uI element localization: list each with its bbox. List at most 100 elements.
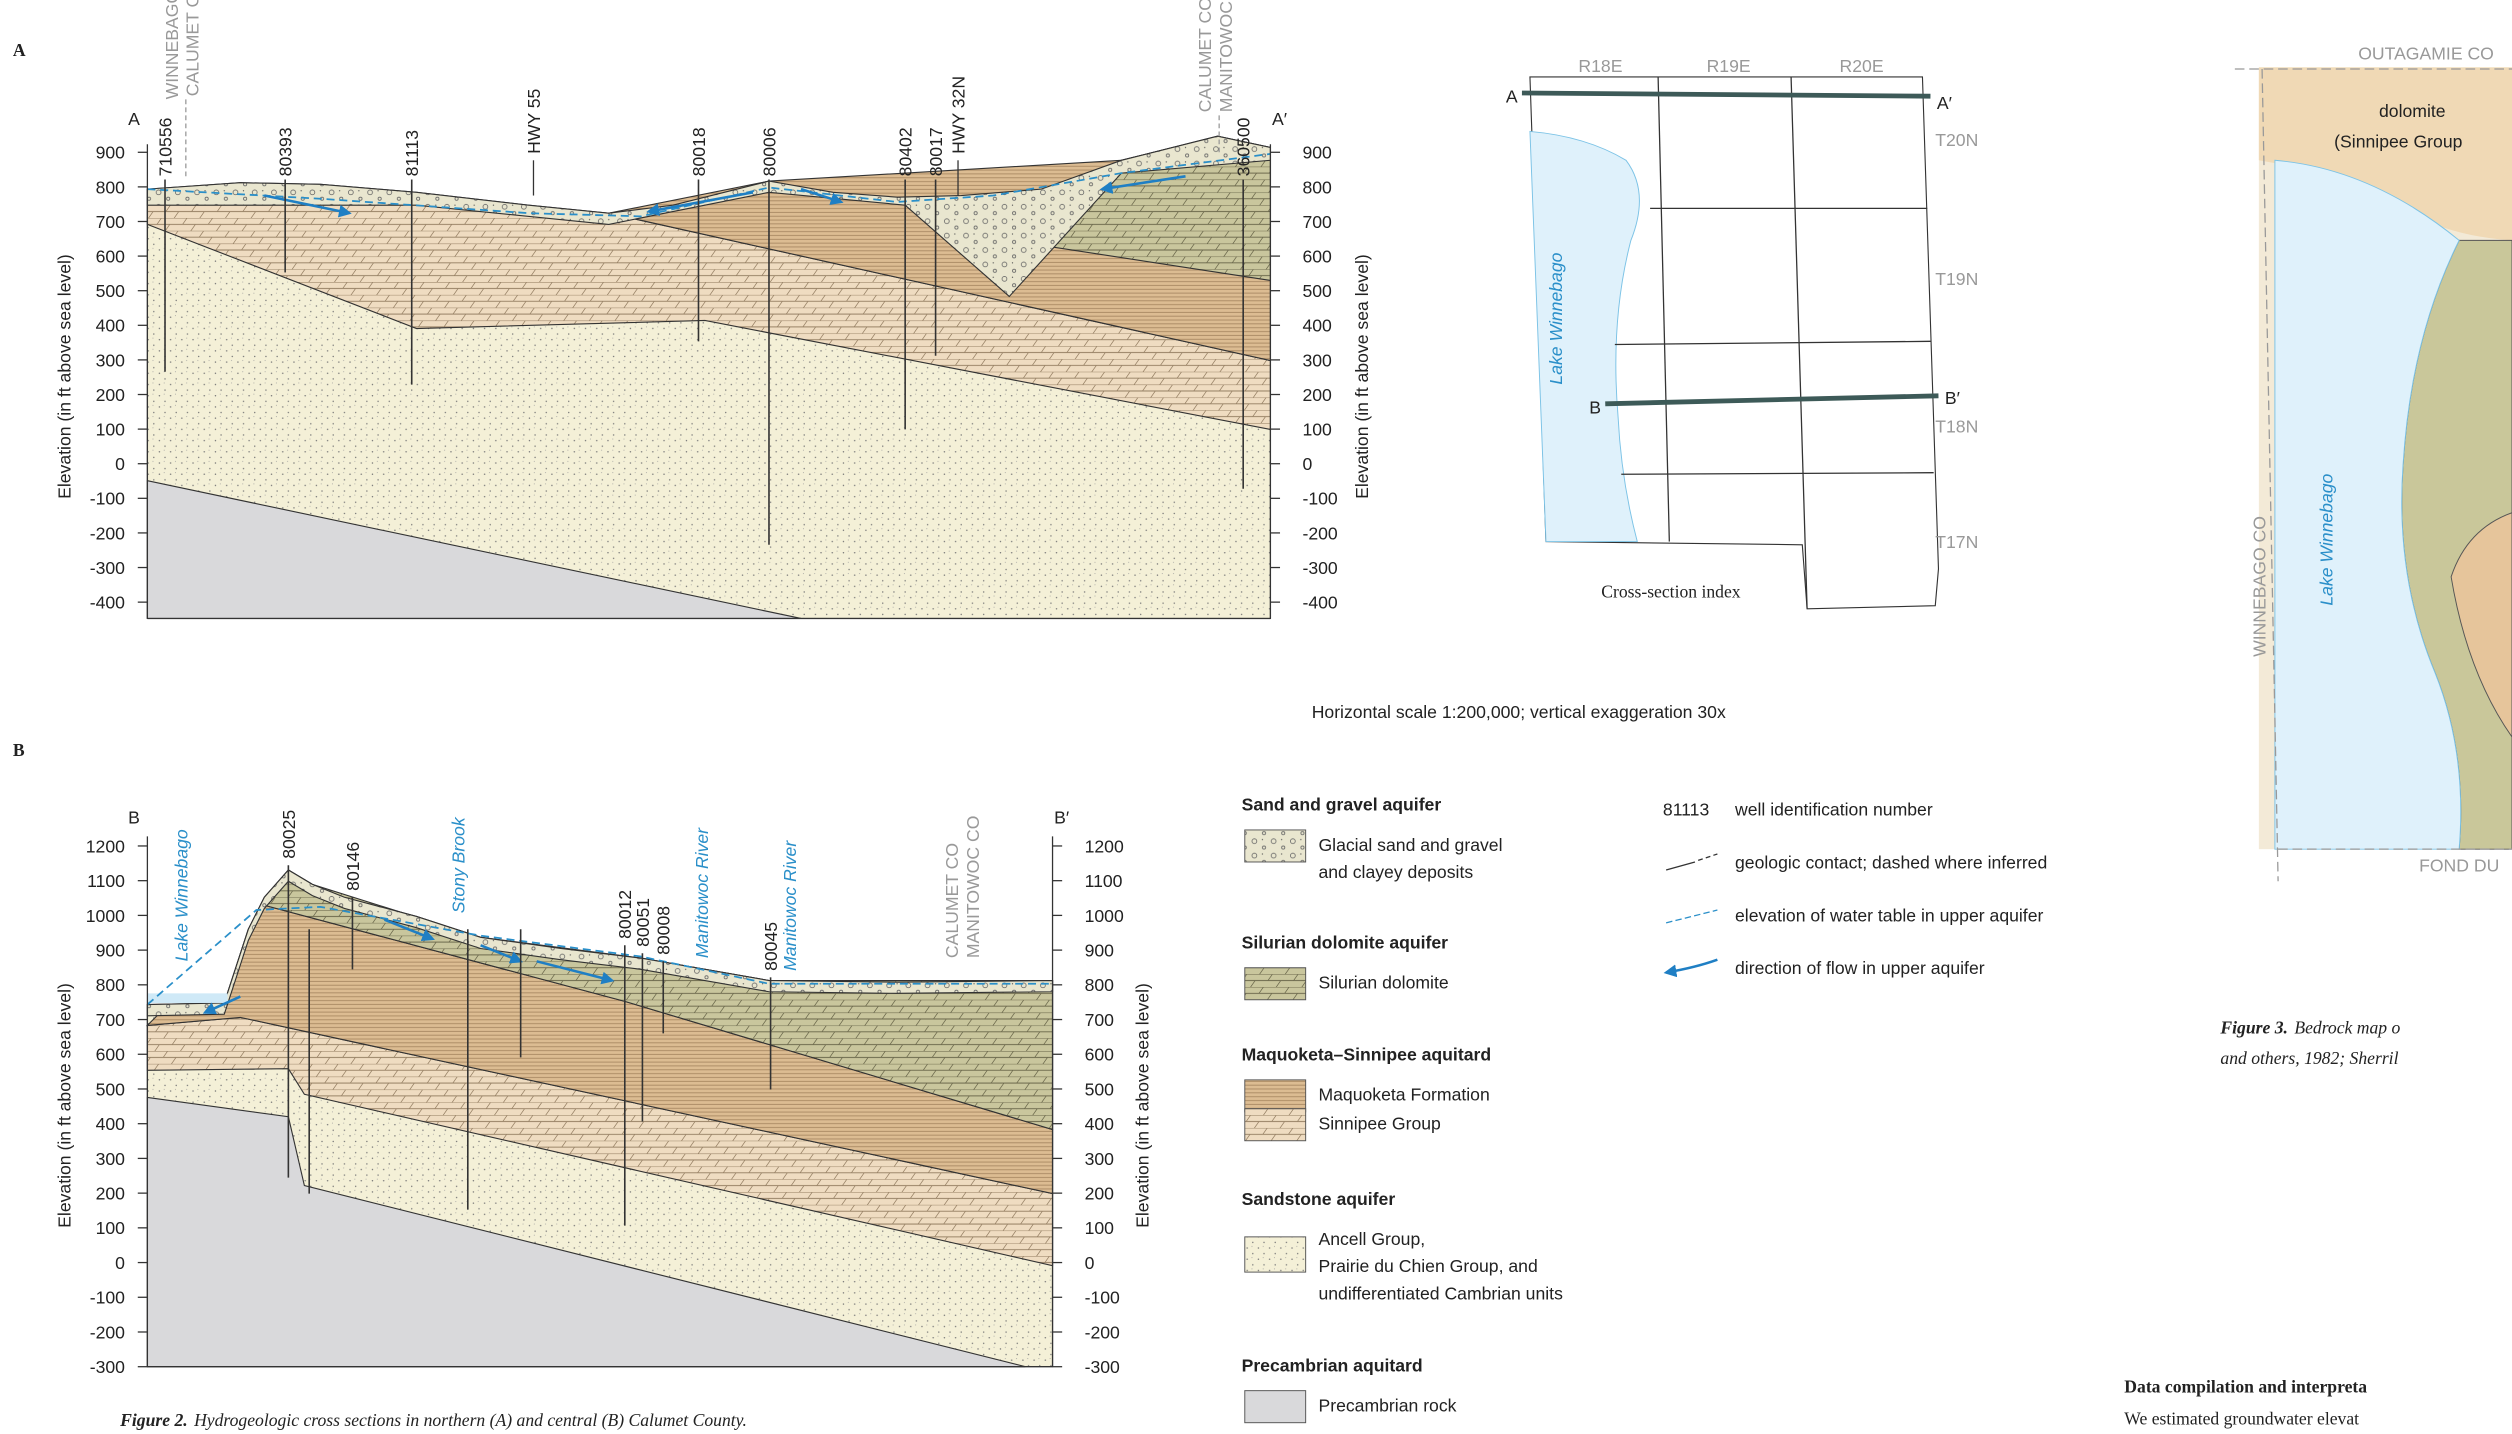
township-label: T17N	[1935, 532, 1978, 552]
county-label: WINNEBAGO CO	[162, 0, 182, 99]
well-id: 81113	[402, 130, 422, 177]
y-tick-label: 600	[1302, 247, 1332, 267]
y-tick-label: 900	[1302, 143, 1332, 163]
legend-item: Glacial sand and gravel	[1318, 835, 1502, 855]
legend-flow	[1666, 960, 1717, 973]
section-point: A′	[1937, 93, 1952, 113]
y-tick-label: -200	[90, 1322, 125, 1342]
legend-heading: Sandstone aquifer	[1242, 1189, 1396, 1209]
y-tick-label: -100	[90, 1288, 125, 1308]
y-axis-label: Elevation (in ft above sea level)	[54, 983, 74, 1228]
caption-text: and others, 1982; Sherril	[2220, 1048, 2398, 1068]
well-id: 360500	[1234, 117, 1254, 176]
y-tick-label: 500	[1302, 281, 1332, 301]
feature-label: Manitowoc River	[692, 827, 712, 958]
feature-label: Manitowoc River	[780, 840, 800, 971]
y-tick-label: -200	[1302, 523, 1337, 543]
y-tick-label: 900	[96, 143, 126, 163]
section-end: B′	[1054, 808, 1069, 828]
y-axis-label: Elevation (in ft above sea level)	[1352, 254, 1372, 499]
legend-symbol-text: well identification number	[1734, 800, 1933, 820]
y-tick-label: -100	[1085, 1288, 1120, 1308]
y-tick-label: 200	[1302, 385, 1332, 405]
well-id: 80045	[761, 922, 781, 971]
y-tick-label: 500	[96, 281, 126, 301]
legend-item: Ancell Group,	[1318, 1229, 1425, 1249]
y-tick-label: -400	[90, 593, 125, 613]
legend-water	[1666, 910, 1717, 923]
county-label: MANITOWOC CO	[1216, 0, 1236, 112]
y-tick-label: 700	[1085, 1010, 1115, 1030]
legend-contact	[1666, 862, 1695, 870]
y-tick-label: 200	[1085, 1184, 1115, 1204]
well-id: 80017	[926, 127, 946, 176]
y-tick-label: 1200	[1085, 836, 1124, 856]
township-label: T20N	[1935, 130, 1978, 150]
y-tick-label: 0	[1085, 1253, 1095, 1273]
y-tick-label: -200	[1085, 1322, 1120, 1342]
township-label: T19N	[1935, 269, 1978, 289]
y-tick-label: -400	[1302, 593, 1337, 613]
legend-sample: 81113	[1663, 800, 1710, 820]
well-id: 80025	[279, 810, 299, 859]
y-tick-label: -100	[1302, 489, 1337, 509]
range-label: R20E	[1840, 56, 1884, 76]
y-tick-label: 600	[1085, 1045, 1115, 1065]
legend-symbol-text: geologic contact; dashed where inferred	[1735, 852, 2047, 872]
legend-contact	[1698, 854, 1717, 860]
legend-swatch	[1245, 830, 1306, 862]
unit-label: (Sinnipee Group	[2334, 131, 2462, 151]
scale-note: Horizontal scale 1:200,000; vertical exa…	[1312, 702, 1726, 722]
y-tick-label: 300	[96, 350, 126, 370]
legend-swatch	[1245, 1391, 1306, 1423]
lake-label: Lake Winnebago	[1546, 252, 1566, 384]
section-line	[1522, 93, 1931, 96]
road-label: HWY 55	[524, 88, 544, 153]
y-tick-label: 700	[1302, 212, 1332, 232]
legend-item: Sinnipee Group	[1318, 1114, 1441, 1134]
figure-caption: Figure 2.Hydrogeologic cross sections in…	[119, 1410, 747, 1430]
county-label: CALUMET CO	[942, 843, 962, 958]
range-label: R19E	[1707, 56, 1751, 76]
section-point: B′	[1945, 388, 1960, 408]
section-end: B	[128, 808, 140, 828]
figure-page: 9009008008007007006006005005004004003003…	[0, 0, 2512, 1434]
well-id: 80018	[689, 127, 709, 176]
legend-swatch	[1245, 1080, 1306, 1112]
y-tick-label: 0	[1302, 454, 1312, 474]
page-body: 9009008008007007006006005005004004003003…	[0, 0, 2512, 1434]
legend-item: Precambrian rock	[1318, 1395, 1456, 1415]
y-tick-label: 300	[96, 1149, 126, 1169]
legend-item: Silurian dolomite	[1318, 973, 1448, 993]
well-id: 80006	[759, 127, 779, 176]
y-tick-label: -300	[90, 558, 125, 578]
county-label: WINNEBAGO CO	[2249, 516, 2269, 657]
y-tick-label: 700	[96, 212, 126, 232]
legend-item: undifferentiated Cambrian units	[1318, 1283, 1563, 1303]
county-label: CALUMET CO	[1195, 0, 1215, 112]
page: Hydrogeologic cross sections {"figure2":…	[0, 0, 2512, 1434]
legend-heading: Precambrian aquitard	[1242, 1355, 1423, 1375]
section-point: B	[1589, 397, 1601, 417]
county-label: MANITOWOC CO	[963, 816, 983, 958]
y-tick-label: 600	[96, 1045, 126, 1065]
y-tick-label: 400	[96, 316, 126, 336]
lake-label: Lake Winnebago	[2317, 473, 2337, 605]
county-label: OUTAGAMIE CO	[2358, 43, 2494, 63]
map-title: Cross-section index	[1601, 582, 1741, 602]
section-point: A	[1506, 87, 1518, 107]
y-tick-label: 100	[96, 1218, 126, 1238]
y-tick-label: 400	[1302, 316, 1332, 336]
township-label: T18N	[1935, 417, 1978, 437]
figure-caption: Figure 3.Bedrock map o	[2219, 1017, 2400, 1037]
panel-label: A	[13, 40, 26, 60]
y-tick-label: 400	[96, 1114, 126, 1134]
county-label: FOND DU	[2419, 856, 2499, 876]
legend-swatch	[1245, 968, 1306, 1000]
y-tick-label: -300	[1085, 1357, 1120, 1377]
legend-heading: Sand and gravel aquifer	[1242, 795, 1442, 815]
y-tick-label: -300	[1302, 558, 1337, 578]
y-axis-label: Elevation (in ft above sea level)	[1133, 983, 1153, 1228]
caption-label: Figure 3.	[2219, 1017, 2288, 1037]
y-tick-label: 800	[96, 177, 126, 197]
